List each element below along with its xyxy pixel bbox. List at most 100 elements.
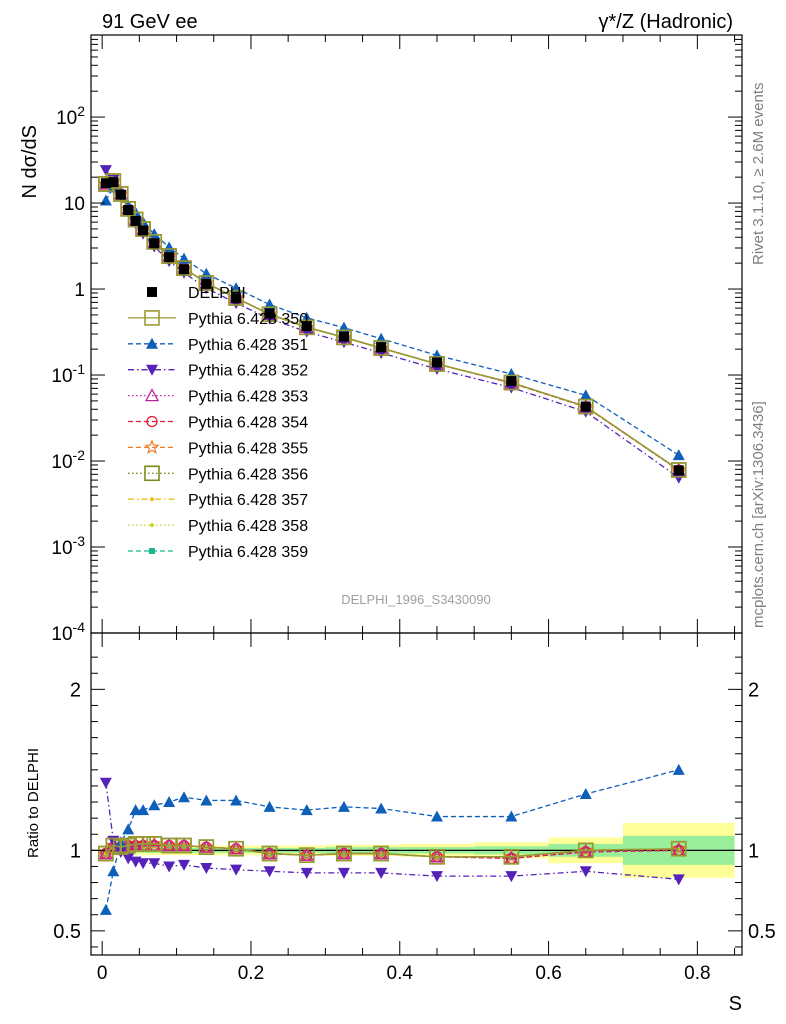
data-point (115, 189, 126, 200)
series-pythia-6-428-352-ratio-point (122, 853, 135, 865)
series-pythia-6-428-350-point (373, 340, 389, 356)
data-point (301, 321, 312, 332)
series-pythia-6-428-350-ratio-point (161, 837, 177, 854)
series-pythia-6-428-351-ratio-point (163, 796, 176, 808)
ratio-y-tick-label-right: 0.5 (748, 921, 776, 943)
series-pythia-6-428-350-ratio-point (503, 848, 520, 865)
series-pythia-6-428-350-ratio-point (373, 845, 389, 862)
series-pythia-6-428-351-ratio-point (579, 788, 592, 799)
legend-marker (144, 388, 160, 402)
data-point (506, 376, 517, 387)
legend-label: DELPHI (188, 285, 246, 302)
x-axis-label: S (729, 993, 742, 1015)
data-point (580, 401, 591, 412)
series-pythia-6-428-351-ratio-point (505, 810, 518, 822)
series-pythia-6-428-351-point (148, 228, 161, 240)
series-pythia-6-428-350-point (298, 319, 315, 336)
series-pythia-6-428-351-ratio-point (263, 800, 276, 812)
ratio-y-axis-label: Ratio to DELPHI (25, 748, 42, 858)
x-tick-label: 0.8 (684, 963, 710, 984)
series-pythia-6-428-352-ratio-point (230, 864, 243, 876)
legend-label: Pythia 6.428 354 (188, 415, 308, 432)
series-curves (98, 165, 687, 915)
legend-entry-pythia-6-428-351: Pythia 6.428 351 (128, 337, 308, 354)
series-pythia-6-428-350-ratio-point (135, 836, 151, 852)
series-pythia-6-428-355-ratio-point (578, 842, 594, 857)
series-pythia-6-428-350-ratio-point (228, 840, 244, 857)
series-pythia-6-428-350-ratio-point (146, 836, 163, 852)
legend-entry-pythia-6-428-352: Pythia 6.428 352 (128, 363, 308, 380)
legend-label: Pythia 6.428 352 (188, 363, 308, 380)
series-pythia-6-428-350-ratio-point (298, 847, 315, 863)
legend-marker (146, 415, 158, 428)
rivet-version-label: Rivet 3.1.10, ≥ 2.6M events (750, 82, 767, 266)
x-tick-label: 0.4 (387, 963, 414, 984)
series-pythia-6-428-355-ratio-point (503, 848, 520, 864)
x-tick-label: 0.6 (535, 963, 561, 984)
y-tick-label: 10-3 (51, 533, 85, 559)
axes: 10-4 10-3 10-2 10-1 1 10 102 0.5 0.5 1 1 2 2 0 0.2 0.4 0… (51, 34, 776, 984)
legend-label: Pythia 6.428 350 (188, 311, 308, 328)
legend-label: Pythia 6.428 358 (188, 518, 308, 535)
legend-marker (150, 497, 154, 502)
series-pythia-6-428-352-ratio-point (430, 871, 443, 883)
series-pythia-6-428-352-ratio-point (505, 871, 518, 883)
legend-entry-pythia-6-428-355: Pythia 6.428 355 (128, 439, 308, 457)
legend-entry-pythia-6-428-359: Pythia 6.428 359 (128, 544, 308, 561)
series-pythia-6-428-350-ratio-point (176, 837, 192, 854)
ratio-y-tick-label: 0.5 (53, 921, 81, 943)
legend-label: Pythia 6.428 356 (188, 466, 308, 483)
series-pythia-6-428-351-point (178, 252, 190, 264)
legend-label: Pythia 6.428 359 (188, 544, 308, 561)
data-point (108, 177, 119, 188)
series-pythia-6-428-352-ratio-point (99, 777, 112, 789)
legend-marker (144, 465, 160, 482)
legend-entry-pythia-6-428-356: Pythia 6.428 356 (128, 465, 308, 483)
legend-entry-delphi: DELPHI (147, 285, 246, 302)
series-pythia-6-428-352-ratio-point (579, 866, 592, 878)
data-point (164, 252, 175, 263)
series-pythia-6-428-355-ratio-point (671, 840, 687, 856)
series-pythia-6-428-352-ratio-point (263, 866, 276, 878)
legend-entry-pythia-6-428-358: Pythia 6.428 358 (128, 518, 308, 535)
data-point (201, 278, 212, 289)
y-tick-label: 102 (56, 103, 85, 129)
ratio-panel-frame (90, 632, 743, 956)
series-pythia-6-428-351-point (375, 332, 388, 344)
series-pythia-6-428-352-ratio-point (672, 874, 685, 886)
legend-entry-pythia-6-428-353: Pythia 6.428 353 (128, 388, 308, 406)
data-point (376, 342, 387, 353)
series-pythia-6-428-350-point (146, 234, 163, 250)
legend-marker (146, 337, 158, 349)
legend-entry-pythia-6-428-350: Pythia 6.428 350 (128, 310, 308, 328)
mcplots-label: mcplots.cern.ch [arXiv:1306.3436] (750, 401, 767, 628)
series-pythia-6-428-352-ratio-point (163, 861, 176, 873)
series-pythia-6-428-351-ratio-point (337, 800, 350, 812)
main-y-axis-label: N dσ/dS (19, 125, 41, 199)
series-pythia-6-428-350-point (429, 356, 445, 372)
series-pythia-6-428-352-ratio-point (300, 867, 313, 879)
series-pythia-6-428-350-ratio-point (429, 848, 445, 865)
series-pythia-6-428-352-ratio-point (200, 863, 213, 875)
series-pythia-6-428-351-ratio-point (137, 804, 150, 816)
series-pythia-6-428-351-ratio-point (178, 791, 190, 803)
data-point (100, 178, 111, 189)
x-tick-label: 0 (97, 963, 108, 984)
ratio-y-tick-label: 1 (70, 840, 81, 862)
watermark-label: DELPHI_1996_S3430090 (341, 592, 491, 607)
series-pythia-6-428-351-ratio-point (230, 794, 243, 806)
legend-marker (149, 548, 155, 554)
data-point (264, 308, 275, 319)
series-pythia-6-428-351-ratio-point (148, 799, 161, 811)
series-pythia-6-428-352-ratio-point (178, 859, 190, 871)
series-pythia-6-428-350-point (161, 248, 177, 264)
series-pythia-6-428-350-point (670, 462, 687, 478)
series-pythia-6-428-351-ratio-point (430, 810, 443, 822)
data-point (431, 357, 442, 368)
y-tick-label: 10-4 (51, 619, 85, 645)
series-pythia-6-428-352-ratio-point (148, 858, 161, 870)
series-pythia-6-428-351-ratio-point (122, 823, 135, 835)
data-point (130, 215, 141, 226)
series-pythia-6-428-351-ratio-point (375, 802, 388, 814)
data-point (138, 225, 149, 236)
